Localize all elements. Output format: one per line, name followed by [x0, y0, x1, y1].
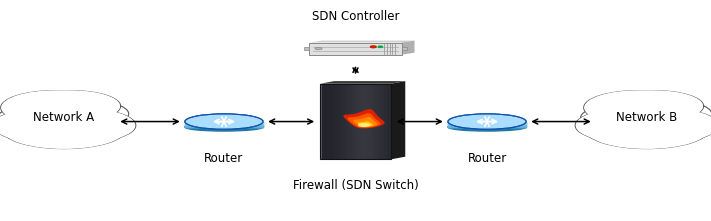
Polygon shape — [448, 122, 526, 123]
Circle shape — [2, 91, 109, 124]
Circle shape — [609, 108, 711, 142]
Ellipse shape — [359, 124, 370, 126]
Polygon shape — [387, 84, 391, 159]
Polygon shape — [363, 84, 366, 159]
Circle shape — [0, 104, 87, 131]
Polygon shape — [331, 84, 334, 159]
Polygon shape — [309, 40, 415, 42]
Text: Firewall (SDN Switch): Firewall (SDN Switch) — [293, 179, 418, 192]
Polygon shape — [345, 84, 348, 159]
Circle shape — [28, 109, 134, 142]
Circle shape — [370, 46, 376, 48]
Circle shape — [585, 91, 692, 124]
Ellipse shape — [185, 123, 263, 131]
Polygon shape — [402, 40, 415, 55]
Text: Router: Router — [467, 152, 507, 166]
Polygon shape — [320, 81, 405, 84]
Polygon shape — [356, 84, 359, 159]
Circle shape — [611, 109, 711, 142]
Text: Network A: Network A — [33, 111, 95, 124]
Circle shape — [315, 48, 322, 50]
Ellipse shape — [448, 114, 526, 129]
Bar — [304, 47, 309, 50]
Bar — [402, 47, 407, 50]
Polygon shape — [185, 124, 263, 125]
Polygon shape — [448, 125, 526, 126]
Polygon shape — [348, 114, 380, 127]
Polygon shape — [448, 126, 526, 127]
Circle shape — [15, 104, 102, 131]
Polygon shape — [327, 84, 331, 159]
Ellipse shape — [448, 123, 526, 131]
Circle shape — [604, 91, 704, 122]
Polygon shape — [373, 84, 377, 159]
Circle shape — [39, 100, 129, 128]
Polygon shape — [185, 126, 263, 127]
Circle shape — [598, 104, 685, 131]
Circle shape — [605, 91, 702, 121]
Polygon shape — [359, 84, 363, 159]
Circle shape — [597, 104, 686, 131]
Text: SDN Controller: SDN Controller — [311, 10, 400, 23]
Circle shape — [0, 108, 102, 142]
Polygon shape — [354, 118, 377, 126]
Ellipse shape — [185, 114, 263, 129]
Polygon shape — [448, 124, 526, 125]
Circle shape — [21, 91, 121, 122]
Bar — [309, 42, 402, 55]
Circle shape — [575, 108, 685, 142]
Circle shape — [586, 110, 708, 148]
Polygon shape — [185, 125, 263, 126]
Circle shape — [584, 91, 693, 125]
Polygon shape — [366, 84, 370, 159]
Polygon shape — [448, 123, 526, 124]
Circle shape — [22, 91, 119, 121]
Circle shape — [0, 109, 100, 142]
Polygon shape — [377, 84, 380, 159]
Circle shape — [581, 104, 670, 131]
Polygon shape — [370, 84, 373, 159]
Circle shape — [378, 46, 383, 48]
Circle shape — [1, 91, 110, 125]
Polygon shape — [384, 84, 387, 159]
Polygon shape — [185, 122, 263, 123]
Text: Router: Router — [204, 152, 244, 166]
Circle shape — [577, 109, 683, 142]
Polygon shape — [352, 84, 356, 159]
Polygon shape — [185, 123, 263, 124]
Polygon shape — [348, 84, 352, 159]
Polygon shape — [320, 84, 324, 159]
Polygon shape — [320, 84, 322, 159]
Text: Network B: Network B — [616, 111, 678, 124]
Polygon shape — [358, 122, 373, 126]
Circle shape — [14, 104, 103, 131]
Polygon shape — [341, 84, 345, 159]
Polygon shape — [391, 81, 405, 159]
Polygon shape — [344, 110, 384, 128]
Polygon shape — [185, 122, 263, 127]
Circle shape — [3, 110, 125, 148]
Polygon shape — [380, 84, 384, 159]
Polygon shape — [334, 84, 338, 159]
Circle shape — [26, 108, 136, 142]
Polygon shape — [338, 84, 341, 159]
Circle shape — [584, 110, 709, 149]
Circle shape — [622, 100, 711, 128]
Polygon shape — [324, 84, 327, 159]
Polygon shape — [448, 122, 526, 127]
Circle shape — [1, 110, 127, 149]
